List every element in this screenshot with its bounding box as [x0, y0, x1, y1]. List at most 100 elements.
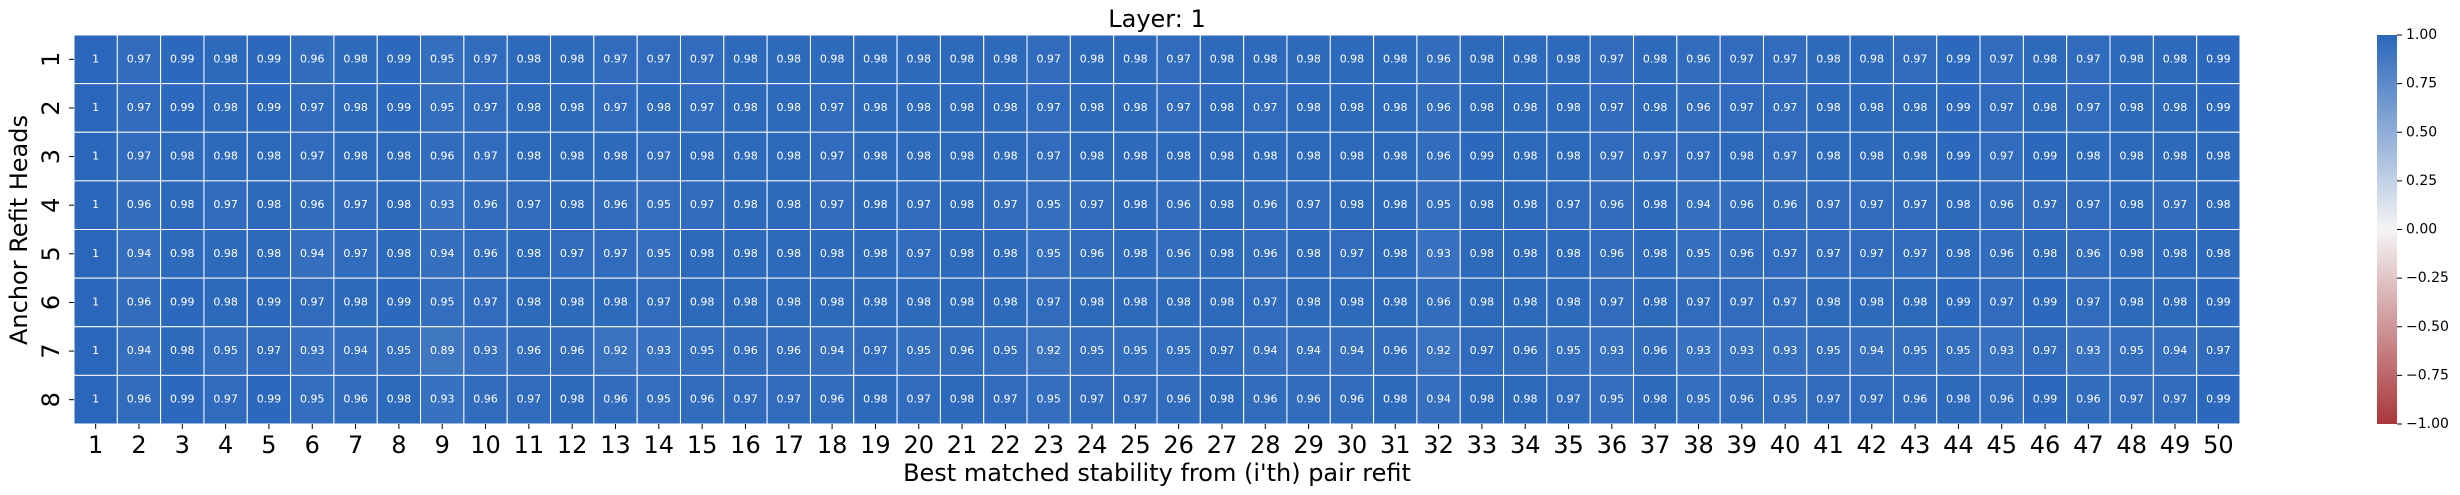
cell-label: 0.96: [1383, 344, 1408, 357]
cell-label: 0.97: [300, 101, 325, 114]
heatmap-cell: [2196, 34, 2241, 85]
cell-label: 0.98: [1123, 247, 1148, 260]
heatmap-cell: [550, 374, 595, 425]
cell-label: 0.98: [2163, 247, 2188, 260]
heatmap-cell: [506, 229, 552, 279]
heatmap-cell: [2196, 83, 2241, 133]
cell-label: 0.98: [1383, 101, 1408, 114]
cell-label: 0.98: [993, 247, 1018, 260]
heatmap-cell: [679, 277, 725, 328]
y-tick-label: 1: [37, 52, 65, 67]
cell-label: 0.98: [950, 247, 975, 260]
cell-label: 0.94: [430, 247, 455, 260]
cell-label: 0.97: [603, 101, 628, 114]
cell-label: 0.97: [517, 393, 542, 406]
heatmap-cell: [116, 326, 162, 376]
cell-label: 0.99: [2206, 52, 2231, 65]
heatmap-cell: [1936, 180, 1981, 230]
cell-label: 0.95: [690, 344, 715, 357]
heatmap-cell: [1026, 83, 1071, 133]
cell-label: 0.97: [1816, 198, 1841, 211]
cell-label: 0.97: [690, 198, 715, 211]
cell-label: 0.98: [863, 52, 888, 65]
cell-label: 0.94: [1253, 344, 1278, 357]
heatmap-cell: [2109, 131, 2154, 182]
cell-label: 0.98: [950, 198, 975, 211]
heatmap-cell: [2109, 83, 2154, 133]
cell-label: 0.96: [1686, 52, 1711, 65]
x-tick-label: 47: [2073, 431, 2104, 459]
heatmap-cell: [1892, 374, 1938, 425]
cell-label: 0.96: [343, 393, 368, 406]
cell-label: 0.98: [1340, 295, 1365, 308]
cell-label: 0.96: [1643, 344, 1668, 357]
cell-label: 0.98: [1383, 198, 1408, 211]
cell-label: 0.97: [1166, 52, 1191, 65]
cell-label: 0.99: [1946, 150, 1971, 163]
heatmap-cell: [1243, 277, 1288, 328]
cell-label: 0.97: [473, 101, 498, 114]
cell-label: 0.97: [343, 198, 368, 211]
cell-label: 0.97: [300, 295, 325, 308]
cell-label: 0.97: [777, 393, 802, 406]
cell-label: 0.97: [257, 344, 282, 357]
cell-label: 0.97: [1210, 344, 1235, 357]
heatmap-cell: [1503, 277, 1548, 328]
cell-label: 0.96: [1686, 101, 1711, 114]
cell-label: 0.98: [343, 150, 368, 163]
heatmap-cell: [853, 131, 898, 182]
x-tick-label: 27: [1207, 431, 1238, 459]
heatmap-cell: [1199, 34, 1245, 85]
cell-label: 0.98: [993, 101, 1018, 114]
cell-label: 0.97: [1989, 52, 2014, 65]
cell-label: 0.98: [1123, 198, 1148, 211]
heatmap-cell: [1546, 83, 1591, 133]
heatmap-cell: [1069, 131, 1115, 182]
heatmap-cell: [1156, 326, 1201, 376]
heatmap-cell: [1503, 229, 1548, 279]
cell-label: 0.96: [1989, 198, 2014, 211]
heatmap-cell: [1329, 229, 1375, 279]
cell-label: 0.96: [1166, 393, 1191, 406]
heatmap-cell: [1719, 229, 1764, 279]
cell-label: 0.98: [170, 344, 195, 357]
cell-label: 0.96: [127, 295, 152, 308]
heatmap-cell: [203, 374, 248, 425]
heatmap-cell: [723, 83, 768, 133]
heatmap-cell: [2022, 277, 2068, 328]
cell-label: 0.97: [213, 198, 238, 211]
heatmap-cell: [939, 131, 985, 182]
cell-label: 0.99: [170, 101, 195, 114]
heatmap-cell: [593, 131, 638, 182]
x-tick-label: 5: [261, 431, 276, 459]
cell-label: 0.98: [777, 198, 802, 211]
cell-label: 0.98: [1080, 295, 1105, 308]
cell-label: 0.98: [993, 295, 1018, 308]
cell-label: 0.98: [1643, 198, 1668, 211]
cell-label: 0.96: [603, 198, 628, 211]
cell-label: 0.97: [300, 150, 325, 163]
heatmap-cell: [809, 34, 855, 85]
cell-label: 0.97: [2206, 344, 2231, 357]
cell-label: 0.98: [1296, 52, 1321, 65]
cell-label: 0.98: [1860, 52, 1885, 65]
heatmap-cell: [1589, 326, 1635, 376]
cell-label: 0.98: [2033, 101, 2058, 114]
cell-label: 0.97: [1860, 198, 1885, 211]
cell-label: 0.95: [1426, 198, 1451, 211]
cell-label: 0.98: [2119, 150, 2144, 163]
heatmap-cell: [420, 277, 465, 328]
heatmap-cell: [723, 229, 768, 279]
cell-label: 0.99: [257, 295, 282, 308]
heatmap-cell: [1503, 131, 1548, 182]
heatmap-cell: [160, 83, 205, 133]
x-tick-label: 6: [305, 431, 320, 459]
cell-label: 1: [92, 150, 99, 163]
colorbar-tick-label: 1.00: [2406, 27, 2437, 43]
heatmap-cell: [1373, 34, 1418, 85]
cell-label: 0.99: [1946, 295, 1971, 308]
cell-label: 0.97: [1730, 295, 1755, 308]
cell-label: 0.97: [1773, 150, 1798, 163]
heatmap-cell: [116, 374, 162, 425]
heatmap-cell: [1936, 277, 1981, 328]
